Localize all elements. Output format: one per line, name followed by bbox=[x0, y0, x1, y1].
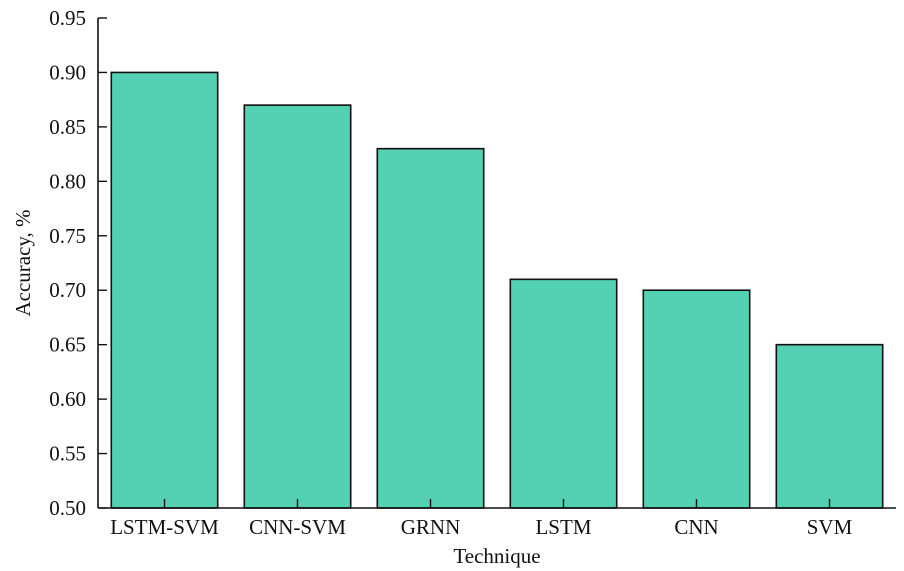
x-tick-label: SVM bbox=[807, 515, 853, 539]
y-tick-label: 0.50 bbox=[49, 496, 86, 520]
y-tick-label: 0.90 bbox=[49, 60, 86, 84]
bar-cnn bbox=[642, 289, 751, 509]
y-tick-label: 0.75 bbox=[49, 224, 86, 248]
bars-group bbox=[110, 71, 884, 509]
y-tick-label: 0.65 bbox=[49, 333, 86, 357]
y-tick-label: 0.55 bbox=[49, 442, 86, 466]
y-tick-label: 0.60 bbox=[49, 387, 86, 411]
bar-lstm-svm bbox=[110, 71, 219, 509]
y-axis-title: Accuracy, % bbox=[11, 209, 35, 316]
axes-group bbox=[97, 18, 896, 509]
x-tick-label: LSTM bbox=[535, 515, 591, 539]
x-tick-label: LSTM-SVM bbox=[110, 515, 219, 539]
y-tick-label: 0.95 bbox=[49, 6, 86, 30]
x-tick-label: GRNN bbox=[401, 515, 461, 539]
bar-cnn-svm bbox=[243, 104, 352, 509]
x-tick-label: CNN-SVM bbox=[249, 515, 346, 539]
x-axis-title: Technique bbox=[453, 544, 540, 568]
y-tick-label: 0.70 bbox=[49, 278, 86, 302]
y-ticks-group: 0.50 0.55 0.60 0.65 0.70 0.75 0.80 0.85 0.90 0.95 bbox=[49, 6, 107, 520]
x-ticks-group: LSTM-SVM CNN-SVM GRNN LSTM CNN SVM bbox=[110, 499, 853, 539]
bar-grnn bbox=[376, 147, 485, 509]
bar-lstm bbox=[509, 278, 618, 509]
y-tick-label: 0.80 bbox=[49, 169, 86, 193]
y-tick-label: 0.85 bbox=[49, 115, 86, 139]
bar-svm bbox=[775, 343, 884, 509]
x-tick-label: CNN bbox=[674, 515, 718, 539]
